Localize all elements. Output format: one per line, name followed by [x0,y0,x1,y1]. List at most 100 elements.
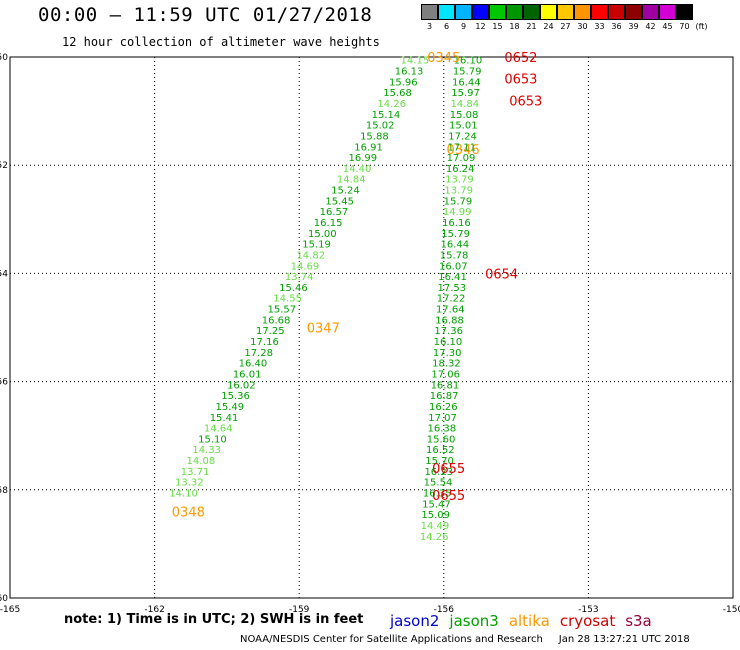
swh-value: 14.64 [204,424,233,435]
swh-value: 15.54 [424,478,453,489]
swh-value: 16.91 [354,142,383,153]
lat-tick-label: -60 [0,594,8,604]
swh-value: 14.26 [377,99,406,110]
swh-value: 14.10 [169,489,198,500]
lat-tick-label: -52 [0,161,8,171]
swh-value: 17.09 [447,153,476,164]
swh-value: 15.68 [383,88,412,99]
pass-time-label: 0652 [504,51,537,66]
scale-swatch [455,4,472,20]
legend-altika: altika [508,612,550,630]
lat-tick-label: -54 [0,269,8,279]
swh-value: 16.81 [431,380,460,391]
scale-swatch [506,4,523,20]
scale-swatch [472,4,489,20]
pass-time-label: 0655 [432,489,465,504]
scale-swatch [642,4,659,20]
swh-value: 16.88 [435,315,464,326]
scale-label: 30 [577,22,588,31]
swh-value: 13.71 [181,467,210,478]
swh-value: 15.49 [215,402,244,413]
swh-value: 17.16 [250,337,279,348]
swh-value: 17.36 [434,326,463,337]
swh-value: 15.01 [449,121,478,132]
swh-value: 16.41 [438,272,467,283]
color-scale-labels: 3 6 9 12 15 18 21 24 27 30 33 36 39 42 45 70 (ft) [421,22,710,31]
scale-label: 36 [611,22,622,31]
swh-value: 14.33 [192,445,221,456]
scale-label: (ft) [695,22,708,31]
swh-value: 14.55 [273,294,302,305]
swh-value: 15.09 [421,510,450,521]
scale-label: 12 [475,22,486,31]
swh-value: 16.24 [446,164,475,175]
swh-value: 16.99 [349,153,378,164]
map-frame [9,56,734,599]
scale-label: 42 [645,22,656,31]
swh-value: 15.00 [308,229,337,240]
swh-value: 17.30 [433,348,462,359]
swh-value: 14.40 [343,164,372,175]
swh-value: 16.02 [227,380,256,391]
swh-value: 13.32 [175,478,204,489]
lon-tick-label: -153 [578,605,598,615]
pass-time-label: 0345 [427,51,460,66]
scale-label: 45 [662,22,673,31]
swh-value: 16.01 [233,369,262,380]
pass-time-label: 0653 [504,73,537,88]
swh-value: 14.26 [420,532,449,543]
swh-value: 16.52 [426,445,455,456]
credit-line: NOAA/NESDIS Center for Satellite Applica… [240,634,690,645]
swh-value: 14.08 [187,456,216,467]
lon-tick-label: -162 [144,605,164,615]
scale-label: 9 [460,22,467,31]
swh-value: 15.45 [325,196,354,207]
swh-value: 15.79 [444,196,473,207]
scale-label: 24 [543,22,554,31]
swh-value: 14.15 [401,56,430,67]
map-title: 00:00 – 11:59 UTC 01/27/2018 [38,4,373,26]
legend-jason2: jason2 [390,612,440,630]
swh-value: 15.14 [372,110,401,121]
swh-value: 16.38 [428,424,457,435]
satellite-legend: jason2 jason3 altika cryosat s3a [390,612,662,630]
pass-time-label: 0348 [172,505,205,520]
pass-time-label: 0346 [447,143,480,158]
scale-label: 15 [492,22,503,31]
scale-swatch [438,4,455,20]
swh-value: 16.13 [395,67,424,78]
lat-tick-label: -50 [0,53,8,63]
swh-value: 13.74 [285,272,314,283]
swh-value: 16.44 [452,77,481,88]
swh-value: 15.46 [279,283,308,294]
lat-tick-label: -56 [0,378,8,388]
scale-swatch [591,4,608,20]
pass-time-label: 0655 [432,462,465,477]
scale-swatch [625,4,642,20]
swh-value: 16.26 [429,402,458,413]
lon-tick-label: -165 [0,605,20,615]
swh-value: 14.49 [421,521,450,532]
swh-value: 17.25 [256,326,285,337]
swh-value: 15.10 [198,434,227,445]
swh-value: 15.41 [210,413,239,424]
swh-value: 17.64 [436,305,465,316]
swh-value: 15.60 [427,434,456,445]
swh-value: 15.88 [360,131,389,142]
map-subtitle: 12 hour collection of altimeter wave hei… [62,35,380,49]
lat-tick-label: -58 [0,486,8,496]
swh-value: 17.06 [431,369,460,380]
swh-value: 15.78 [440,250,469,261]
scale-label: 39 [628,22,639,31]
scale-label: 70 [679,22,690,31]
swh-value: 15.57 [268,305,297,316]
swh-value: 18.32 [432,359,461,370]
swh-value: 16.44 [441,240,470,251]
scale-label: 3 [426,22,433,31]
swh-value: 16.07 [439,261,468,272]
scale-swatch [523,4,540,20]
swh-value: 14.84 [451,99,480,110]
swh-value: 16.40 [239,359,268,370]
swh-value: 14.84 [337,175,366,186]
